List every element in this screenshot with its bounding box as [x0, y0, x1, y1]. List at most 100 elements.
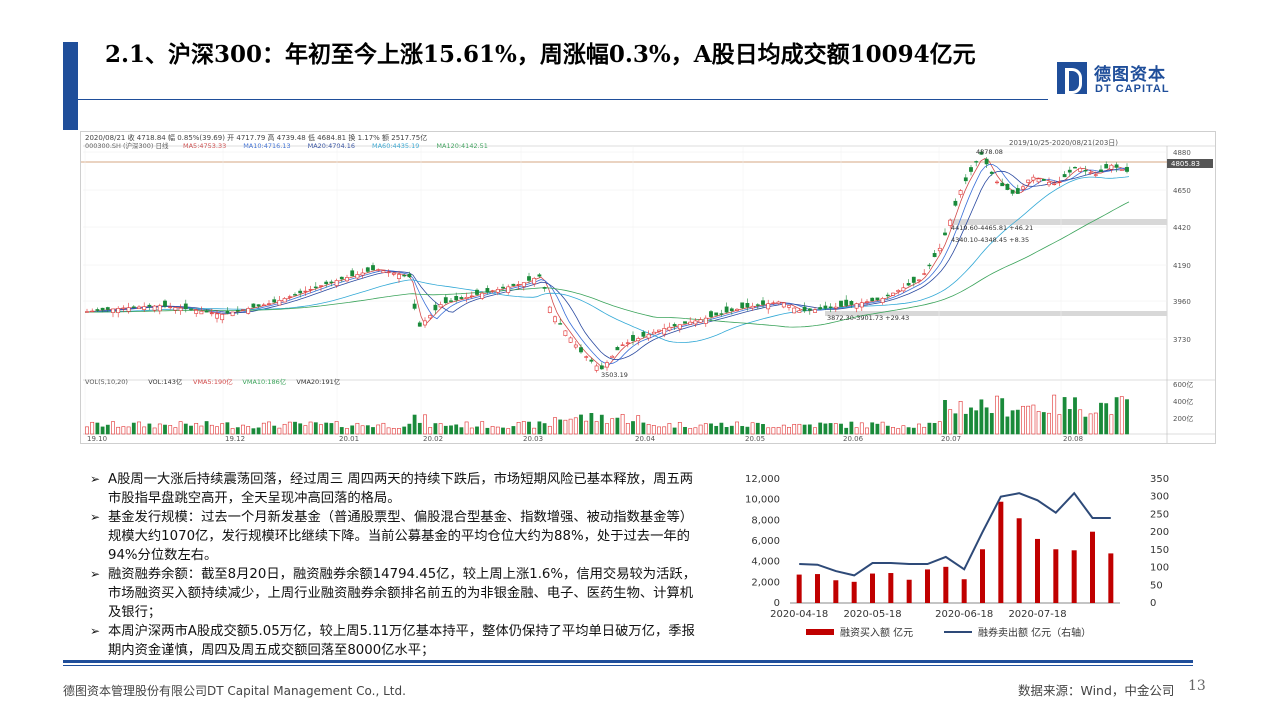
candle-body	[1021, 186, 1025, 190]
candle-body	[641, 331, 646, 337]
candle-body	[272, 299, 277, 303]
candle-body	[818, 307, 823, 310]
price-tick-label: 4190	[1173, 262, 1191, 270]
volume-bar	[828, 423, 833, 435]
candle-body	[1125, 166, 1129, 172]
candle-body	[610, 355, 615, 358]
candle-body	[464, 296, 469, 299]
candle-body	[1010, 189, 1015, 194]
volume-bar	[199, 425, 204, 435]
candle-body	[105, 307, 110, 310]
volume-bar	[880, 421, 885, 435]
candle-body	[828, 306, 833, 309]
ma-legend-0: 000300.SH (沪深300) 日线	[85, 141, 169, 150]
volume-bar	[901, 425, 906, 435]
volume-bar	[755, 422, 760, 435]
footer-company-name: 德图资本管理股份有限公司DT Capital Management Co., L…	[63, 684, 406, 698]
candle-body	[168, 306, 173, 308]
volume-bar	[256, 427, 261, 435]
dt-logo-icon	[1057, 62, 1087, 94]
volume-bar	[625, 423, 630, 435]
candle-body	[178, 307, 183, 312]
volume-bar	[147, 423, 152, 435]
volume-bar	[1125, 399, 1129, 435]
price-annotation: 3872.30-3901.73 +29.43	[827, 314, 909, 322]
price-annotation: 4878.08	[976, 148, 1003, 156]
date-tick-label: 20.06	[843, 435, 864, 443]
kline-grid	[81, 145, 1215, 443]
volume-bar	[100, 426, 105, 435]
volume-bar	[391, 428, 396, 435]
volume-bar	[1000, 398, 1005, 435]
right-axis-tick: 100	[1150, 563, 1169, 574]
candle-body	[85, 311, 89, 313]
volume-bar	[334, 421, 339, 435]
candle-body	[204, 310, 209, 313]
volume-bar	[787, 427, 791, 435]
candle-body	[230, 311, 235, 317]
candle-body	[901, 287, 906, 292]
volume-bar	[116, 426, 121, 435]
volume-bar	[989, 413, 994, 435]
volume-bar	[932, 423, 937, 435]
candle-body	[953, 200, 958, 206]
right-axis-tick: 300	[1150, 492, 1169, 503]
candle-body	[537, 274, 542, 277]
margin-buy-bar	[1108, 553, 1114, 603]
volume-bar	[272, 425, 277, 435]
candle-body	[475, 289, 479, 295]
vol-legend-0: VOL(5,10,20)	[85, 378, 128, 386]
margin-buy-bar	[943, 566, 949, 603]
volume-bar	[417, 422, 422, 435]
candle-body	[246, 308, 251, 314]
vol-legend-4: VMA20:191亿	[296, 377, 340, 386]
candle-body	[927, 264, 932, 267]
volume-bar	[376, 424, 381, 435]
candle-body	[313, 286, 318, 289]
candle-body	[511, 283, 516, 286]
volume-bar	[1104, 403, 1109, 435]
price-tick-label: 4650	[1173, 187, 1191, 195]
candle-body	[1104, 164, 1109, 169]
kline-header-summary: 2020/08/21 收 4718.84 幅 0.85%(39.69) 开 47…	[85, 133, 427, 142]
x-axis-tick: 2020-06-18	[935, 609, 993, 620]
price-tick-label: 3730	[1173, 336, 1191, 344]
candle-body	[813, 309, 817, 313]
volume-bar	[501, 427, 505, 435]
candle-body	[371, 265, 375, 271]
volume-bar	[745, 426, 750, 435]
volume-legend: VOL(5,10,20) VOL:143亿 VMA5:190亿 VMA10:186亿 V…	[85, 377, 341, 386]
volume-bar	[917, 423, 921, 435]
candle-body	[142, 306, 147, 310]
candle-body	[594, 365, 599, 371]
candle-body	[573, 344, 578, 348]
candle-body	[251, 303, 256, 308]
candle-body	[969, 167, 973, 172]
volume-bar	[646, 424, 651, 435]
volume-bar	[350, 425, 355, 435]
volume-bar	[1031, 404, 1036, 435]
candle-body	[391, 272, 396, 275]
candle-body	[1057, 181, 1062, 183]
margin-buy-bar	[1090, 531, 1095, 603]
candle-body	[807, 308, 812, 311]
volume-bar	[1005, 416, 1010, 435]
candle-body	[698, 319, 703, 323]
candle-body	[319, 285, 323, 287]
volume-bar	[849, 421, 854, 435]
candle-body	[490, 290, 495, 292]
candle-body	[761, 300, 765, 305]
candle-body	[1041, 178, 1046, 181]
candle-body	[485, 288, 490, 293]
volume-bar	[511, 426, 516, 435]
candle-body	[1119, 169, 1124, 171]
volume-bar	[142, 426, 147, 435]
volume-bar	[542, 423, 547, 435]
volume-bar	[371, 427, 375, 435]
page-number: 13	[1188, 678, 1206, 694]
volume-bar	[90, 421, 95, 435]
x-axis-tick: 2020-07-18	[1008, 609, 1066, 620]
candle-body	[849, 301, 854, 305]
candle-body	[345, 277, 349, 282]
volume-bar	[423, 414, 427, 435]
